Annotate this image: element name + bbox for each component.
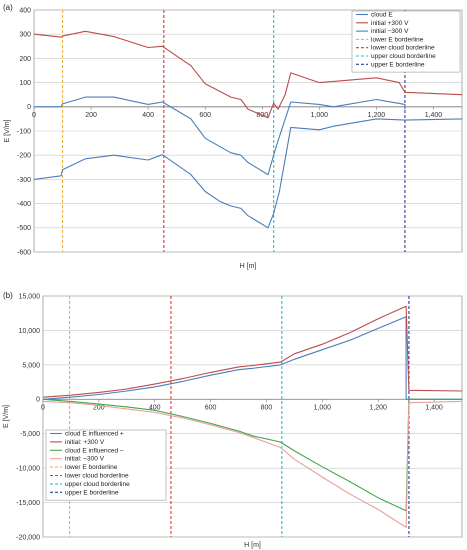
x-tick-label: 400: [142, 112, 154, 119]
legend-entry: lower E borderline: [65, 464, 118, 471]
x-axis-label: H [m]: [244, 542, 261, 549]
y-tick-label: 400: [19, 7, 31, 14]
legend-entry: lower E borderline: [371, 36, 424, 43]
y-tick-label: 5,000: [22, 362, 40, 369]
series-line-1: [42, 316, 462, 400]
x-axis-label: H [m]: [240, 263, 257, 270]
y-tick-label: -300: [17, 177, 31, 184]
legend-entry: cloud E influenced +: [65, 431, 124, 438]
x-tick-label: 0: [41, 404, 45, 411]
legend-entry: upper E borderline: [65, 489, 119, 496]
y-axis-label: E [V/m]: [4, 119, 11, 142]
legend-entry: lower cloud borderline: [371, 45, 435, 52]
x-tick-label: 200: [85, 112, 97, 119]
series-line-3: [42, 398, 462, 512]
legend-entry: initial +300 V: [371, 20, 409, 27]
y-tick-label: -100: [17, 128, 31, 135]
y-axis-label: E [V/m]: [3, 405, 10, 428]
legend-entry: upper cloud borderline: [371, 53, 436, 60]
legend-entry: cloud E: [371, 12, 393, 19]
series-line-4: [42, 400, 463, 528]
y-tick-label: -200: [17, 153, 31, 160]
series-line-3: [33, 118, 463, 229]
legend-box: [351, 10, 461, 73]
legend-entry: initial −300 V: [371, 28, 409, 35]
x-tick-label: 600: [205, 404, 217, 411]
x-tick-label: 1,400: [425, 404, 443, 411]
panel-label: (a): [3, 3, 13, 12]
legend: cloud E influenced +initial: +300 Vcloud…: [45, 429, 167, 501]
x-tick-label: 200: [93, 404, 105, 411]
panel-label: (b): [3, 291, 13, 300]
legend-entry: cloud E influenced –: [65, 447, 124, 454]
x-tick-label: 1,000: [314, 404, 332, 411]
y-tick-label: -400: [17, 201, 31, 208]
legend-entry: initial: +300 V: [65, 439, 105, 446]
legend-entry: upper cloud borderline: [65, 481, 130, 488]
plot-area: [42, 295, 463, 538]
y-tick-label: -5,000: [20, 431, 40, 438]
legend-entry: lower cloud borderline: [65, 473, 129, 480]
series-line-1: [34, 96, 406, 176]
y-tick-label: -500: [17, 225, 31, 232]
legend-entry: upper E borderline: [371, 61, 425, 68]
chart-panel-2: -20,000 -15,000 -10,000 -5,000 0 5,000 10,000 1…: [3, 291, 463, 549]
series-line-2: [42, 305, 463, 398]
y-tick-label: -20,000: [16, 534, 40, 541]
x-tick-label: 600: [199, 112, 211, 119]
y-tick-label: 15,000: [19, 293, 41, 300]
y-tick-label: -15,000: [16, 500, 40, 507]
x-tick-label: 1,400: [425, 112, 443, 119]
x-tick-label: 0: [32, 112, 36, 119]
series-line-2: [33, 30, 463, 119]
y-tick-label: 0: [36, 397, 40, 404]
y-tick-label: 200: [19, 56, 31, 63]
chart-panel-1: -600 -500 -400 -300 -200 -100 0 100 200 300 400 0 20…: [3, 3, 463, 270]
x-tick-label: 400: [149, 404, 161, 411]
x-tick-label: 1,200: [369, 404, 387, 411]
x-tick-label: 1,000: [311, 112, 329, 119]
x-tick-label: 800: [261, 404, 273, 411]
x-tick-label: 1,200: [368, 112, 386, 119]
y-tick-label: 300: [19, 32, 31, 39]
y-tick-label: 0: [27, 104, 31, 111]
y-tick-label: -10,000: [16, 466, 40, 473]
y-tick-label: 100: [19, 80, 31, 87]
legend-entry: initial: –300 V: [65, 456, 105, 463]
legend-box: [45, 429, 167, 501]
y-tick-label: -600: [17, 249, 31, 256]
y-tick-label: 10,000: [19, 328, 41, 335]
